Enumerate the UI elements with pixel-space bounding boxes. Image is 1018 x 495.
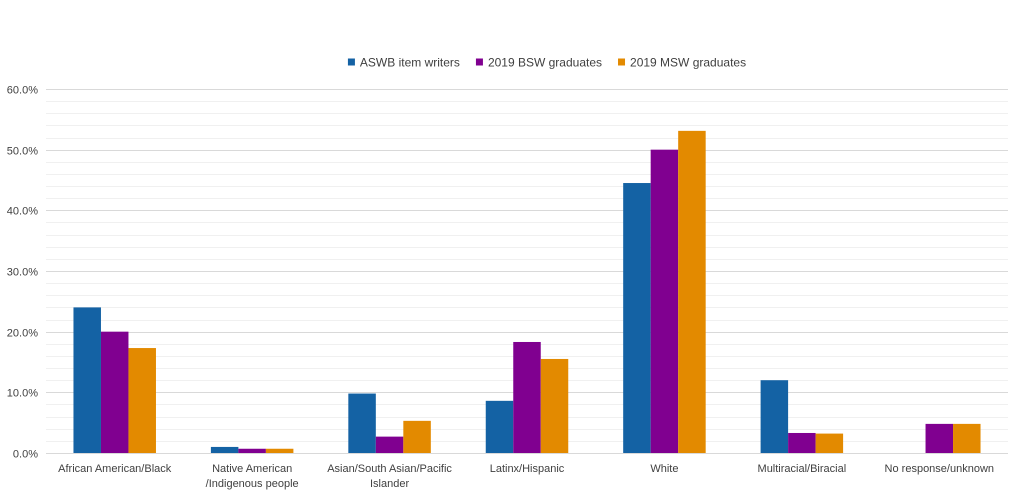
bar-4-2 bbox=[678, 130, 706, 454]
bar-5-2 bbox=[815, 433, 844, 453]
x-category-label-line: Islander bbox=[370, 478, 409, 490]
legend-label-1: 2019 BSW graduates bbox=[488, 56, 602, 70]
x-category-label-line: Multiracial/Biracial bbox=[758, 463, 847, 475]
bar-0-1 bbox=[100, 331, 129, 453]
bar-0-2 bbox=[128, 348, 156, 453]
y-tick-label: 0.0% bbox=[13, 449, 38, 461]
bar-1-0 bbox=[210, 446, 239, 453]
x-category-label-line: African American/Black bbox=[58, 463, 172, 475]
x-category-label-line: No response/unknown bbox=[885, 463, 994, 475]
bar-4-1 bbox=[650, 149, 679, 453]
bar-2-0 bbox=[348, 393, 376, 453]
x-category-label: Multiracial/Biracial bbox=[758, 463, 847, 475]
legend-label-0: ASWB item writers bbox=[360, 56, 460, 70]
bar-2-2 bbox=[403, 420, 431, 453]
y-tick-label: 50.0% bbox=[7, 146, 38, 158]
bar-3-2 bbox=[540, 358, 569, 453]
legend: ASWB item writers 2019 BSW graduates 2019 … bbox=[347, 56, 746, 70]
x-category-label-line: /Indigenous people bbox=[206, 478, 299, 490]
x-category-label: No response/unknown bbox=[885, 463, 994, 475]
x-category-label: White bbox=[650, 463, 678, 475]
x-category-label-line: White bbox=[650, 463, 678, 475]
bar-5-1 bbox=[788, 432, 816, 453]
bars bbox=[73, 130, 981, 454]
bar-1-1 bbox=[238, 448, 266, 453]
bar-6-2 bbox=[953, 423, 981, 453]
bar-0-0 bbox=[73, 307, 101, 453]
x-category-label: Asian/South Asian/Pacific Islander bbox=[327, 463, 452, 490]
x-category-label-line: Native American bbox=[212, 463, 292, 475]
bar-6-1 bbox=[925, 423, 954, 453]
legend-swatch-0 bbox=[347, 58, 355, 66]
bar-5-0 bbox=[760, 380, 789, 453]
x-category-label: Latinx/Hispanic bbox=[490, 463, 565, 475]
y-tick-label: 10.0% bbox=[7, 388, 38, 400]
bar-3-0 bbox=[485, 400, 514, 453]
x-category-label-line: Asian/South Asian/Pacific bbox=[327, 463, 452, 475]
x-category-label-line: Latinx/Hispanic bbox=[490, 463, 565, 475]
legend-swatch-1 bbox=[475, 58, 483, 66]
bar-4-0 bbox=[623, 183, 651, 454]
y-tick-label: 40.0% bbox=[7, 206, 38, 218]
bar-1-2 bbox=[265, 448, 294, 453]
y-tick-label: 20.0% bbox=[7, 328, 38, 340]
legend-swatch-2 bbox=[618, 58, 626, 66]
bar-2-1 bbox=[375, 436, 404, 453]
legend-label-2: 2019 MSW graduates bbox=[630, 56, 746, 70]
y-tick-label: 60.0% bbox=[7, 85, 38, 97]
y-tick-label: 30.0% bbox=[7, 267, 38, 279]
gridlines bbox=[46, 89, 1008, 454]
axes: 0.0% 10.0% 20.0% 30.0% 40.0% 50.0% 60.0% Africa… bbox=[7, 85, 1008, 490]
x-category-label: Native American/Indigenous people bbox=[206, 463, 299, 490]
bar-3-1 bbox=[513, 341, 541, 453]
x-category-label: African American/Black bbox=[58, 463, 172, 475]
